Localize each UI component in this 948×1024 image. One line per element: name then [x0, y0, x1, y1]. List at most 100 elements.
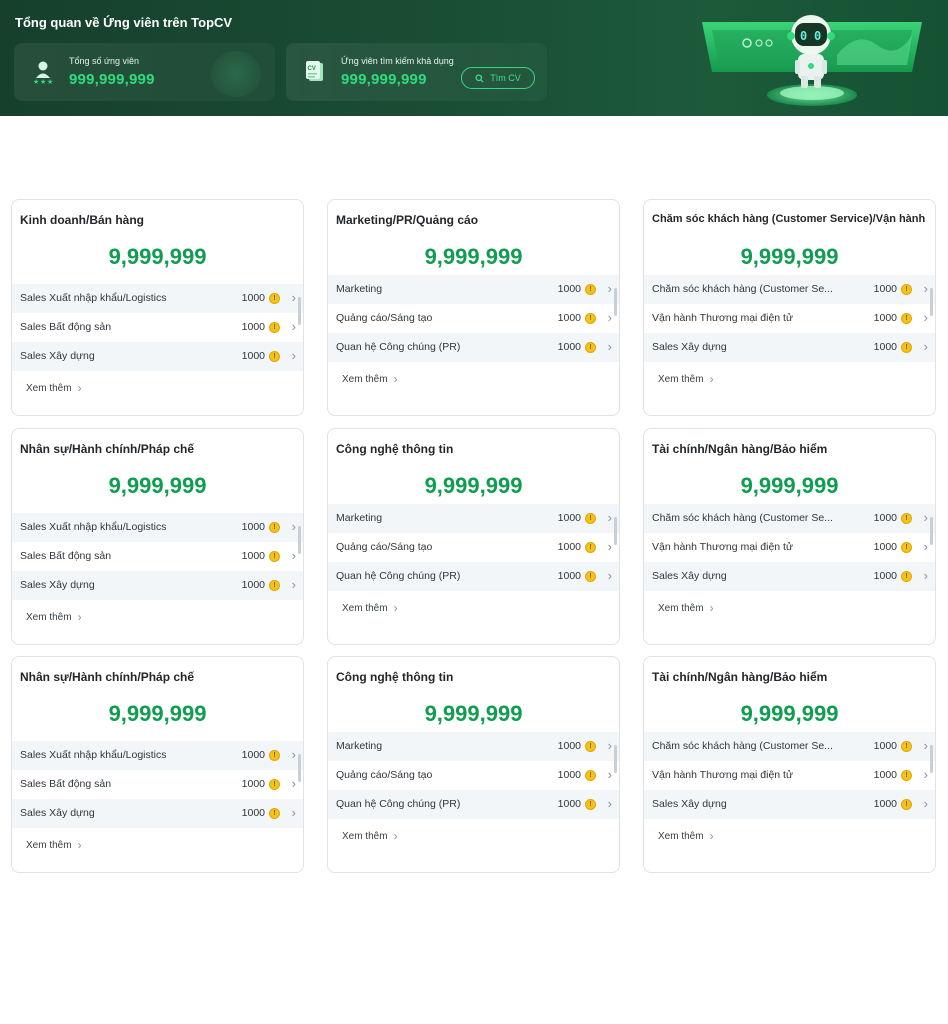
list-scrollbar[interactable] — [298, 526, 301, 554]
coin-icon: ! — [901, 799, 912, 810]
subcategory-label: Chăm sóc khách hàng (Customer Se... — [652, 512, 833, 524]
see-more-label: Xem thêm — [342, 830, 388, 842]
subcategory-row[interactable]: Sales Xuất nhập khẩu/Logistics 1000! › — [12, 284, 303, 313]
chevron-right-icon: › — [923, 738, 928, 753]
list-scrollbar[interactable] — [614, 745, 617, 773]
subcategory-list: Marketing 1000! › Quảng cáo/Sáng tạo 1000! › Q… — [328, 504, 619, 591]
subcategory-count: 1000 — [873, 769, 897, 781]
subcategory-count: 1000 — [241, 321, 265, 333]
subcategory-row[interactable]: Sales Xây dựng 1000! › — [644, 790, 935, 819]
subcategory-row[interactable]: Vận hành Thương mại điện tử 1000! › — [644, 761, 935, 790]
svg-text:0: 0 — [814, 29, 821, 43]
subcategory-count: 1000 — [557, 541, 581, 553]
subcategory-label: Sales Bất động sản — [20, 321, 112, 333]
subcategory-label: Sales Xây dựng — [652, 341, 727, 353]
subcategory-row[interactable]: Quảng cáo/Sáng tạo 1000! › — [328, 761, 619, 790]
subcategory-row[interactable]: Marketing 1000! › — [328, 275, 619, 304]
category-card: Marketing/PR/Quảng cáo 9,999,999 Marketing… — [327, 199, 620, 416]
chevron-right-icon: › — [607, 796, 612, 811]
subcategory-label: Quan hệ Công chúng (PR) — [336, 341, 461, 353]
see-more-label: Xem thêm — [658, 830, 704, 842]
see-more-label: Xem thêm — [342, 373, 388, 385]
see-more-link[interactable]: Xem thêm › — [658, 829, 714, 843]
see-more-link[interactable]: Xem thêm › — [26, 381, 82, 395]
list-scrollbar[interactable] — [614, 288, 617, 316]
find-cv-button[interactable]: Tìm CV — [461, 67, 535, 89]
list-scrollbar[interactable] — [298, 754, 301, 782]
subcategory-label: Quan hệ Công chúng (PR) — [336, 570, 461, 582]
subcategory-label: Vận hành Thương mại điện tử — [652, 541, 794, 553]
category-total: 9,999,999 — [740, 473, 839, 498]
coin-icon: ! — [585, 342, 596, 353]
subcategory-row[interactable]: Quảng cáo/Sáng tạo 1000! › — [328, 533, 619, 562]
subcategory-count: 1000 — [557, 341, 581, 353]
list-scrollbar[interactable] — [930, 745, 933, 773]
list-scrollbar[interactable] — [930, 288, 933, 316]
chevron-right-icon: › — [291, 805, 296, 820]
category-title: Nhân sự/Hành chính/Pháp chế — [20, 442, 195, 456]
subcategory-row[interactable]: Sales Xây dựng 1000! › — [644, 333, 935, 362]
chevron-right-icon: › — [923, 510, 928, 525]
coin-icon: ! — [269, 551, 280, 562]
see-more-link[interactable]: Xem thêm › — [26, 610, 82, 624]
see-more-label: Xem thêm — [342, 602, 388, 614]
total-candidates-label: Tổng số ứng viên — [69, 56, 140, 66]
see-more-label: Xem thêm — [26, 382, 72, 394]
subcategory-row[interactable]: Vận hành Thương mại điện tử 1000! › — [644, 304, 935, 333]
see-more-link[interactable]: Xem thêm › — [26, 838, 82, 852]
subcategory-label: Sales Xây dựng — [20, 350, 95, 362]
subcategory-row[interactable]: Marketing 1000! › — [328, 504, 619, 533]
category-total: 9,999,999 — [740, 701, 839, 726]
subcategory-row[interactable]: Vận hành Thương mại điện tử 1000! › — [644, 533, 935, 562]
chevron-right-icon: › — [709, 829, 714, 843]
subcategory-row[interactable]: Chăm sóc khách hàng (Customer Se... 1000!… — [644, 275, 935, 304]
subcategory-count: 1000 — [557, 570, 581, 582]
category-total: 9,999,999 — [108, 701, 207, 726]
available-candidates-value: 999,999,999 — [341, 71, 427, 88]
subcategory-count: 1000 — [557, 512, 581, 524]
subcategory-row[interactable]: Quan hệ Công chúng (PR) 1000! › — [328, 790, 619, 819]
subcategory-label: Marketing — [336, 740, 383, 752]
coin-icon: ! — [585, 741, 596, 752]
see-more-link[interactable]: Xem thêm › — [342, 829, 398, 843]
subcategory-row[interactable]: Sales Xây dựng 1000! › — [644, 562, 935, 591]
subcategory-row[interactable]: Chăm sóc khách hàng (Customer Se... 1000!… — [644, 504, 935, 533]
subcategory-count: 1000 — [873, 341, 897, 353]
subcategory-label: Sales Xuất nhập khẩu/Logistics — [20, 749, 167, 761]
see-more-link[interactable]: Xem thêm › — [342, 372, 398, 386]
list-scrollbar[interactable] — [930, 517, 933, 545]
see-more-label: Xem thêm — [658, 373, 704, 385]
coin-icon: ! — [585, 799, 596, 810]
coin-icon: ! — [901, 342, 912, 353]
subcategory-count: 1000 — [557, 740, 581, 752]
list-scrollbar[interactable] — [298, 297, 301, 325]
subcategory-row[interactable]: Sales Xây dựng 1000! › — [12, 571, 303, 600]
subcategory-row[interactable]: Sales Xuất nhập khẩu/Logistics 1000! › — [12, 513, 303, 542]
subcategory-row[interactable]: Sales Xây dựng 1000! › — [12, 799, 303, 828]
subcategory-row[interactable]: Sales Bất động sản 1000! › — [12, 313, 303, 342]
available-candidates-label: Ứng viên tìm kiếm khả dụng — [341, 56, 454, 66]
subcategory-label: Sales Xuất nhập khẩu/Logistics — [20, 521, 167, 533]
chevron-right-icon: › — [291, 290, 296, 305]
subcategory-label: Chăm sóc khách hàng (Customer Se... — [652, 283, 833, 295]
category-title: Kinh doanh/Bán hàng — [20, 213, 144, 227]
subcategory-row[interactable]: Sales Bất động sản 1000! › — [12, 770, 303, 799]
subcategory-row[interactable]: Sales Xây dựng 1000! › — [12, 342, 303, 371]
subcategory-row[interactable]: Sales Bất động sản 1000! › — [12, 542, 303, 571]
subcategory-row[interactable]: Sales Xuất nhập khẩu/Logistics 1000! › — [12, 741, 303, 770]
subcategory-row[interactable]: Quan hệ Công chúng (PR) 1000! › — [328, 333, 619, 362]
coin-icon: ! — [269, 580, 280, 591]
subcategory-row[interactable]: Chăm sóc khách hàng (Customer Se... 1000!… — [644, 732, 935, 761]
list-scrollbar[interactable] — [614, 517, 617, 545]
coin-icon: ! — [901, 571, 912, 582]
see-more-link[interactable]: Xem thêm › — [658, 601, 714, 615]
subcategory-row[interactable]: Quảng cáo/Sáng tạo 1000! › — [328, 304, 619, 333]
subcategory-row[interactable]: Quan hệ Công chúng (PR) 1000! › — [328, 562, 619, 591]
subcategory-list: Chăm sóc khách hàng (Customer Se... 1000!… — [644, 504, 935, 591]
subcategory-row[interactable]: Marketing 1000! › — [328, 732, 619, 761]
chevron-right-icon: › — [77, 381, 82, 395]
see-more-link[interactable]: Xem thêm › — [658, 372, 714, 386]
category-card: Nhân sự/Hành chính/Pháp chế 9,999,999 Sale… — [11, 656, 304, 873]
chevron-right-icon: › — [291, 776, 296, 791]
see-more-link[interactable]: Xem thêm › — [342, 601, 398, 615]
